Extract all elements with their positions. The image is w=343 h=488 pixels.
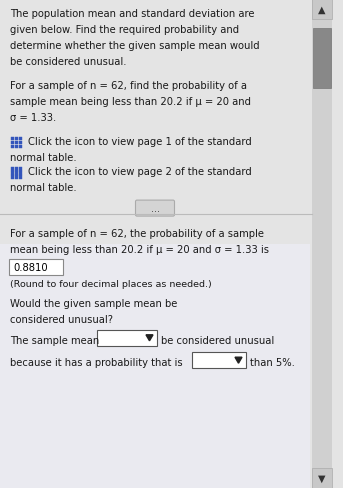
Text: 0.8810: 0.8810 <box>13 263 48 273</box>
Text: ...: ... <box>151 203 159 214</box>
Text: Would the given sample mean be: Would the given sample mean be <box>10 298 177 308</box>
Text: considered unusual?: considered unusual? <box>10 314 113 325</box>
FancyBboxPatch shape <box>312 0 332 488</box>
Polygon shape <box>235 358 242 364</box>
Text: For a sample of n = 62, find the probability of a: For a sample of n = 62, find the probabi… <box>10 81 247 91</box>
FancyBboxPatch shape <box>9 260 63 276</box>
Text: normal table.: normal table. <box>10 183 76 193</box>
FancyBboxPatch shape <box>19 142 22 145</box>
FancyBboxPatch shape <box>312 0 332 20</box>
Text: be considered unusual.: be considered unusual. <box>10 57 127 67</box>
Text: ▲: ▲ <box>318 5 326 15</box>
Text: (Round to four decimal places as needed.): (Round to four decimal places as needed.… <box>10 279 212 288</box>
FancyBboxPatch shape <box>15 172 18 175</box>
FancyBboxPatch shape <box>15 168 18 171</box>
FancyBboxPatch shape <box>312 468 332 488</box>
FancyBboxPatch shape <box>0 244 310 488</box>
FancyBboxPatch shape <box>19 138 22 141</box>
Text: normal table.: normal table. <box>10 153 76 163</box>
FancyBboxPatch shape <box>19 172 22 175</box>
Text: sample mean being less than 20.2 if μ = 20 and: sample mean being less than 20.2 if μ = … <box>10 97 251 107</box>
Text: The population mean and standard deviation are: The population mean and standard deviati… <box>10 9 255 19</box>
FancyBboxPatch shape <box>135 201 175 217</box>
Text: The sample mean: The sample mean <box>10 335 99 345</box>
Text: Click the icon to view page 1 of the standard: Click the icon to view page 1 of the sta… <box>28 137 252 147</box>
FancyBboxPatch shape <box>15 142 18 145</box>
Text: σ = 1.33.: σ = 1.33. <box>10 113 56 123</box>
FancyBboxPatch shape <box>11 168 14 171</box>
Text: ▼: ▼ <box>318 473 326 483</box>
FancyBboxPatch shape <box>11 138 14 141</box>
FancyBboxPatch shape <box>11 146 14 149</box>
Text: determine whether the given sample mean would: determine whether the given sample mean … <box>10 41 260 51</box>
FancyBboxPatch shape <box>15 176 18 179</box>
FancyBboxPatch shape <box>19 176 22 179</box>
Text: because it has a probability that is: because it has a probability that is <box>10 358 182 367</box>
FancyBboxPatch shape <box>19 168 22 171</box>
FancyBboxPatch shape <box>313 29 331 89</box>
Text: mean being less than 20.2 if μ = 20 and σ = 1.33 is: mean being less than 20.2 if μ = 20 and … <box>10 244 269 254</box>
FancyBboxPatch shape <box>11 172 14 175</box>
Text: Click the icon to view page 2 of the standard: Click the icon to view page 2 of the sta… <box>28 167 252 177</box>
FancyBboxPatch shape <box>0 0 310 244</box>
FancyBboxPatch shape <box>19 146 22 149</box>
FancyBboxPatch shape <box>97 330 157 346</box>
Text: than 5%.: than 5%. <box>250 358 295 367</box>
Polygon shape <box>146 335 153 341</box>
Text: be considered unusual: be considered unusual <box>161 335 274 345</box>
FancyBboxPatch shape <box>11 142 14 145</box>
FancyBboxPatch shape <box>15 146 18 149</box>
FancyBboxPatch shape <box>192 352 246 368</box>
FancyBboxPatch shape <box>11 176 14 179</box>
Text: given below. Find the required probability and: given below. Find the required probabili… <box>10 25 239 35</box>
Text: For a sample of n = 62, the probability of a sample: For a sample of n = 62, the probability … <box>10 228 264 238</box>
FancyBboxPatch shape <box>15 138 18 141</box>
